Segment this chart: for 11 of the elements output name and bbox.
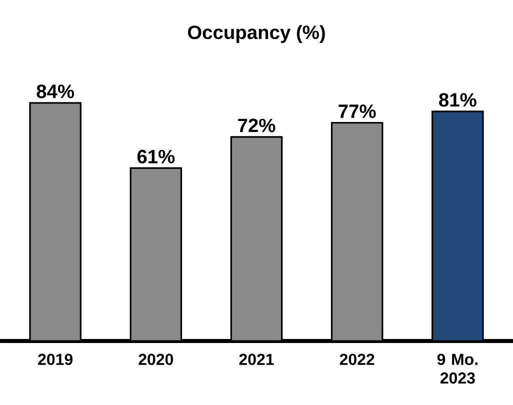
x-tick-label: 2020 <box>138 354 174 366</box>
x-tick-label: 9 Mo. 2023 <box>437 354 478 384</box>
data-label: 84% <box>36 84 74 98</box>
data-label: 81% <box>439 93 476 107</box>
data-label: 61% <box>137 150 175 164</box>
data-label: 77% <box>338 104 376 118</box>
chart-title: Occupancy (%) <box>188 25 325 43</box>
x-tick-label: 2021 <box>239 354 274 366</box>
x-tick-label: 2022 <box>340 354 374 366</box>
x-tick-label: 2019 <box>38 354 73 366</box>
data-label: 72% <box>238 118 276 132</box>
